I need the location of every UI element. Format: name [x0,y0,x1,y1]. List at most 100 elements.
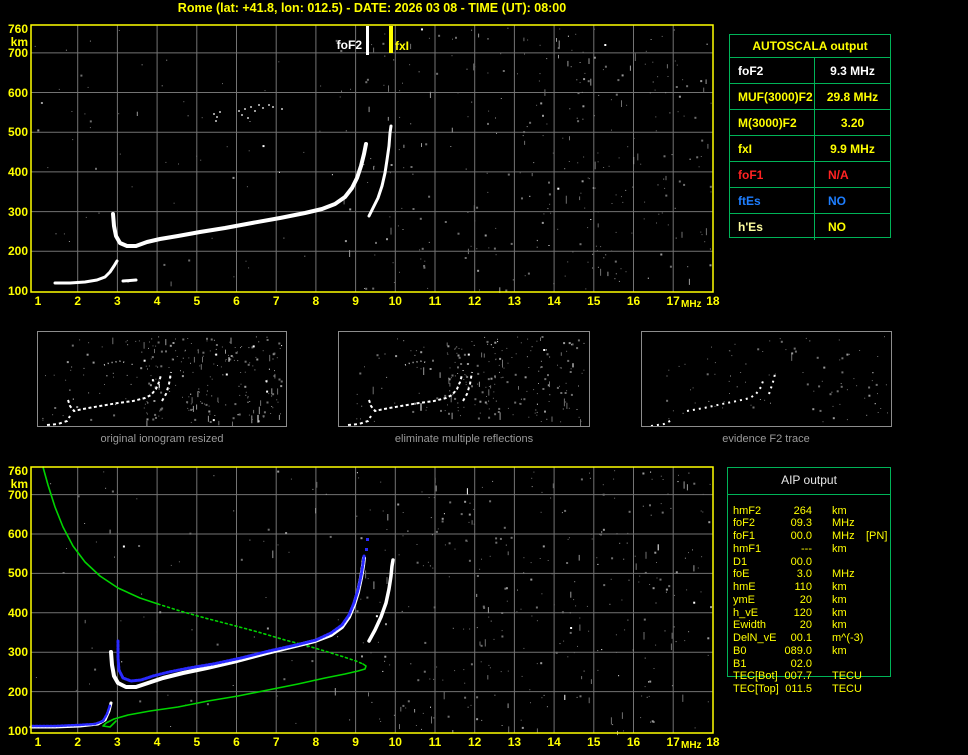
noise-dot [524,140,526,145]
noise-dot [358,477,360,479]
noise-dot [273,352,276,355]
faint-reflection-dot [244,108,246,110]
noise-dot [251,346,254,349]
noise-dot [84,523,86,524]
noise-dot [549,381,550,388]
noise-dot [564,694,566,700]
noise-dot [180,361,182,363]
noise-dot [729,350,731,352]
noise-dot [601,649,603,651]
noise-dot [648,695,650,697]
noise-dot [840,383,842,385]
noise-dot [169,388,170,389]
noise-dot [206,337,208,340]
noise-dot [441,520,444,523]
electron-density-profile [42,466,159,605]
noise-dot [884,336,885,338]
noise-dot [271,395,273,397]
noise-dot [481,352,483,358]
noise-dot [577,339,580,342]
noise-dot [429,368,432,370]
noise-dot [89,120,92,123]
noise-dot [399,90,401,92]
noise-dot [279,171,280,173]
noise-dot [702,493,704,495]
noise-dot [526,126,528,128]
noise-dot [344,240,347,243]
noise-dot [182,396,183,398]
noise-dot [476,593,478,597]
noise-dot [668,369,670,371]
noise-dot [871,380,873,382]
bottom-plot-border [30,466,714,734]
noise-dot [626,542,628,544]
noise-dot [694,116,697,119]
noise-dot [416,366,418,368]
noise-dot [240,347,241,349]
noise-dot [454,670,456,672]
noise-dot [487,343,489,345]
noise-dot [829,393,832,396]
noise-dot [265,380,268,383]
noise-dot [143,616,145,618]
noise-dot [448,412,450,415]
noise-dot [384,549,386,551]
noise-dot [486,403,488,405]
noise-dot [633,137,635,139]
noise-dot [557,364,558,366]
noise-dot [465,375,467,377]
noise-dot [460,363,463,365]
fitted-e-trace-blue [30,703,112,728]
noise-dot [579,695,582,698]
noise-dot [597,161,599,163]
noise-dot [451,55,453,57]
noise-dot [633,157,635,165]
noise-dot [714,362,716,364]
noise-dot [592,253,594,255]
noise-dot [161,407,164,410]
noise-dot [700,510,702,512]
noise-dot [419,217,422,220]
noise-dot [460,513,463,516]
noise-dot [605,254,607,256]
noise-dot [497,411,500,413]
noise-dot [864,397,866,399]
noise-dot [423,670,426,673]
thumbnail-trace [686,377,765,412]
noise-dot [190,408,193,411]
noise-dot [200,364,202,370]
noise-dot [705,79,707,84]
noise-dot [233,510,235,512]
noise-dot [425,143,428,146]
noise-dot [649,584,651,585]
noise-dot [394,402,396,404]
top-plot-border [30,24,714,293]
noise-dot [530,702,531,704]
noise-dot [614,470,616,472]
noise-dot [448,377,449,379]
noise-dot [143,407,145,409]
noise-dot [597,650,599,652]
noise-dot [657,76,659,78]
noise-dot [688,631,690,633]
noise-dot [444,410,446,412]
noise-dot [473,523,475,525]
noise-dot [175,338,176,340]
noise-dot [209,413,211,415]
noise-dot [449,383,451,387]
noise-dot [436,397,439,400]
noise-dot [267,528,270,531]
noise-dot [615,231,617,233]
noise-dot [566,390,568,392]
noise-dot [660,503,662,505]
noise-dot [722,407,724,409]
noise-dot [136,111,138,116]
noise-dot [563,342,566,345]
noise-dot [649,504,651,507]
noise-dot [836,390,839,393]
noise-dot [125,341,127,343]
noise-dot [158,379,160,381]
thumbnail-trace [404,360,428,366]
noise-dot [539,73,541,75]
aip-row-value: 00.0 [790,555,812,568]
